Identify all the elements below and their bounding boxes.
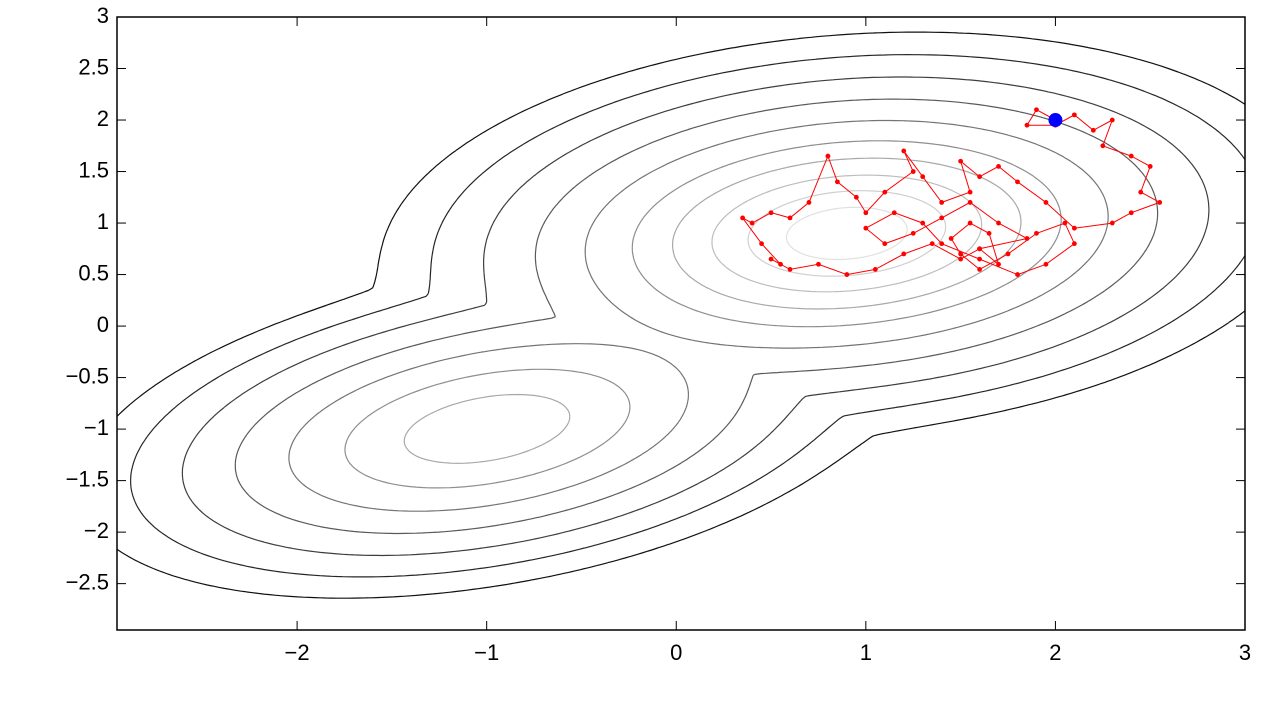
trace-point — [1157, 200, 1163, 205]
trace-point — [1024, 236, 1030, 241]
trace-point — [920, 220, 926, 226]
y-tick-label: −2.5 — [66, 569, 109, 594]
contour-line — [181, 76, 1210, 557]
trace-point — [844, 272, 850, 277]
trace-point — [910, 169, 916, 174]
trace-point — [787, 215, 793, 221]
trace-point — [1138, 189, 1144, 195]
trace-point — [882, 189, 888, 195]
start-point — [1048, 113, 1063, 128]
trace-point — [948, 236, 954, 241]
trace-point — [1005, 251, 1011, 257]
trace-point — [1034, 107, 1039, 113]
trace-point — [1015, 272, 1020, 277]
y-tick-label: −1 — [84, 415, 109, 440]
trace-point — [920, 174, 926, 180]
trace-point — [1024, 122, 1030, 128]
trace-point — [749, 220, 755, 226]
trace-point — [996, 220, 1001, 226]
trace-point — [872, 267, 878, 272]
trace-point — [901, 148, 907, 154]
trace-point — [835, 179, 840, 185]
trace-point — [768, 210, 774, 216]
trace-point — [1128, 153, 1134, 159]
trace-point — [977, 246, 982, 252]
trace-point — [958, 251, 964, 257]
contour-line — [711, 174, 983, 293]
trace-point — [1147, 163, 1153, 169]
x-tick-label: 0 — [670, 640, 682, 665]
trace-point — [825, 153, 831, 159]
trace-point — [863, 225, 869, 231]
trace-point — [929, 241, 935, 247]
x-tick-label: 1 — [860, 640, 872, 665]
x-tick-label: 3 — [1239, 640, 1251, 665]
contour-line — [288, 119, 1109, 512]
y-tick-label: −0.5 — [66, 363, 109, 388]
trace-point — [996, 163, 1001, 169]
trace-point — [967, 200, 973, 205]
trace-point — [958, 158, 964, 164]
trace-point — [1062, 220, 1068, 226]
y-tick-label: 2.5 — [78, 54, 109, 79]
trace-point — [768, 256, 774, 262]
trace-point — [910, 230, 916, 236]
trace-point — [1034, 230, 1039, 236]
trace-point — [863, 210, 869, 216]
trace-point — [1043, 200, 1049, 205]
trace-point — [967, 220, 973, 226]
trace-point — [939, 241, 945, 247]
trace-point — [958, 256, 964, 262]
trace-point — [996, 261, 1001, 267]
trace-point — [986, 230, 992, 236]
trace-point — [759, 241, 764, 247]
trace-point — [1109, 220, 1115, 226]
contour-line — [747, 190, 947, 277]
trace-point — [806, 200, 812, 205]
trace-point — [1071, 112, 1077, 118]
trace-point — [882, 241, 888, 247]
trace-point — [1043, 261, 1049, 267]
trace-point — [1128, 210, 1134, 216]
trace-point — [891, 210, 897, 216]
contour-line — [117, 31, 1245, 599]
contour-line — [344, 140, 1062, 489]
trace-point — [778, 261, 783, 267]
trace-point — [787, 267, 793, 272]
y-tick-label: −2 — [84, 518, 109, 543]
trace-point — [1090, 127, 1096, 133]
trace-point — [977, 256, 982, 262]
y-tick-label: 0 — [97, 312, 109, 337]
y-tick-label: 0.5 — [78, 260, 109, 285]
trace-point — [967, 189, 973, 195]
y-tick-label: 3 — [97, 3, 109, 28]
trace-point — [1015, 179, 1020, 185]
trace-point — [740, 215, 746, 221]
trace-point — [1071, 241, 1077, 247]
y-tick-label: 2 — [97, 106, 109, 131]
x-tick-label: −1 — [474, 640, 499, 665]
trace-point — [853, 194, 859, 200]
y-tick-label: 1 — [97, 209, 109, 234]
x-tick-label: −2 — [285, 640, 310, 665]
contour-line — [234, 98, 1159, 535]
contours — [117, 31, 1245, 599]
axes-box — [116, 16, 1246, 631]
trace-point — [1071, 225, 1077, 231]
trace-point — [939, 215, 945, 221]
y-tick-label: −1.5 — [66, 466, 109, 491]
trace-point — [1100, 143, 1106, 149]
trace-point — [901, 251, 907, 257]
contour-line — [130, 54, 1245, 578]
trace-point — [816, 261, 821, 267]
trace-point — [1109, 117, 1115, 123]
trace-point — [939, 200, 945, 205]
y-tick-label: 1.5 — [78, 157, 109, 182]
trace-point — [977, 267, 982, 272]
contour-line — [403, 157, 1022, 464]
x-tick-label: 2 — [1049, 640, 1061, 665]
trace-line — [742, 109, 1161, 276]
trace-point — [977, 174, 982, 180]
